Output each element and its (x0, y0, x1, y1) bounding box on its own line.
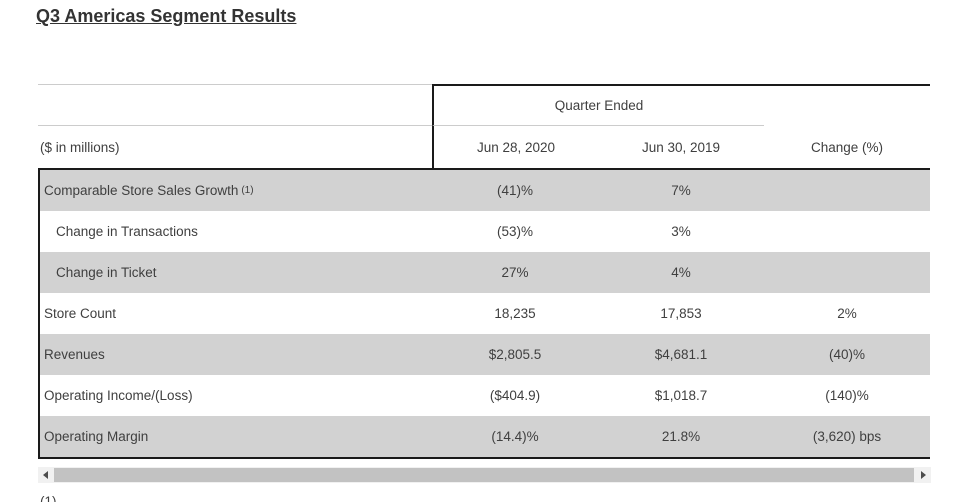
cell-value-change: (40)% (828, 347, 865, 362)
scroll-right-icon (921, 471, 926, 479)
cell-value-2019: 17,853 (660, 306, 702, 321)
table-row: Operating Income/(Loss) ($404.9) $1,018.… (40, 375, 930, 416)
row-label-text: Store Count (44, 306, 117, 321)
cell-value-2020: (53)% (496, 224, 533, 239)
cell-value-change: (3,620) bps (812, 429, 882, 444)
row-label: Revenues (40, 334, 432, 375)
cell-value-change: (140)% (825, 388, 869, 403)
scrollbar-thumb[interactable] (54, 468, 914, 482)
row-label-text: Change in Ticket (56, 265, 157, 280)
scroll-right-button[interactable] (916, 467, 931, 483)
scroll-left-button[interactable] (38, 467, 53, 483)
table-header-group-row: Quarter Ended (38, 84, 930, 126)
cell-value-2020: 18,235 (494, 306, 536, 321)
table-row: Store Count 18,235 17,853 2% (40, 293, 930, 334)
cell-value-2019: 21.8% (661, 429, 701, 444)
row-label-text: Revenues (44, 347, 105, 362)
header-group-right-cell (764, 84, 930, 126)
row-label: Change in Transactions (40, 211, 432, 252)
header-spacer-cell (38, 84, 432, 126)
cell-value-2019: $4,681.1 (654, 347, 708, 362)
row-label-text: Operating Income/(Loss) (44, 388, 193, 403)
footnote-clipped: (1) (40, 494, 57, 502)
cell-value-2020: ($404.9) (489, 388, 541, 403)
unit-label: ($ in millions) (40, 139, 120, 155)
cell-value-2020: 27% (501, 265, 529, 280)
row-label: Operating Margin (40, 416, 432, 457)
row-label-text: Comparable Store Sales Growth (44, 183, 239, 198)
scrollbar-track[interactable] (53, 467, 916, 483)
column-header-change-pct: Change (%) (810, 139, 884, 155)
cell-value-change: 2% (837, 306, 857, 321)
table-header-row: ($ in millions) Jun 28, 2020 Jun 30, 201… (38, 126, 930, 168)
horizontal-scrollbar[interactable] (38, 467, 931, 483)
cell-value-2019: $1,018.7 (654, 388, 708, 403)
cell-value-2019: 3% (671, 224, 691, 239)
cell-value-2020: (41)% (496, 183, 533, 198)
table-row: Revenues $2,805.5 $4,681.1 (40)% (40, 334, 930, 375)
cell-value-change (764, 252, 930, 293)
row-label-text: Change in Transactions (56, 224, 198, 239)
table-row: Change in Ticket 27% 4% (40, 252, 930, 293)
cell-value-2020: (14.4)% (491, 429, 539, 444)
table-row: Comparable Store Sales Growth (1) (41)% 7… (40, 170, 930, 211)
quarter-ended-header: Quarter Ended (432, 84, 764, 126)
column-header-jun-30-2019: Jun 30, 2019 (641, 139, 721, 155)
table-row: Change in Transactions (53)% 3% (40, 211, 930, 252)
page-title: Q3 Americas Segment Results (36, 6, 297, 26)
cell-value-2019: 4% (671, 265, 691, 280)
table-row: Operating Margin (14.4)% 21.8% (3,620) b… (40, 416, 930, 457)
cell-value-2020: $2,805.5 (488, 347, 542, 362)
row-label: Comparable Store Sales Growth (1) (44, 183, 254, 198)
row-label-text: Operating Margin (44, 429, 149, 444)
row-label: Operating Income/(Loss) (40, 375, 432, 416)
table-body: Comparable Store Sales Growth (1) (41)% 7… (38, 168, 930, 459)
cell-value-2019: 7% (671, 183, 691, 198)
column-header-jun-28-2020: Jun 28, 2020 (432, 126, 598, 168)
row-label: Store Count (40, 293, 432, 334)
row-label: Change in Ticket (40, 252, 432, 293)
cell-value-change (764, 170, 930, 211)
results-table: Quarter Ended ($ in millions) Jun 28, 20… (38, 84, 930, 459)
cell-value-change (764, 211, 930, 252)
scroll-left-icon (43, 471, 48, 479)
